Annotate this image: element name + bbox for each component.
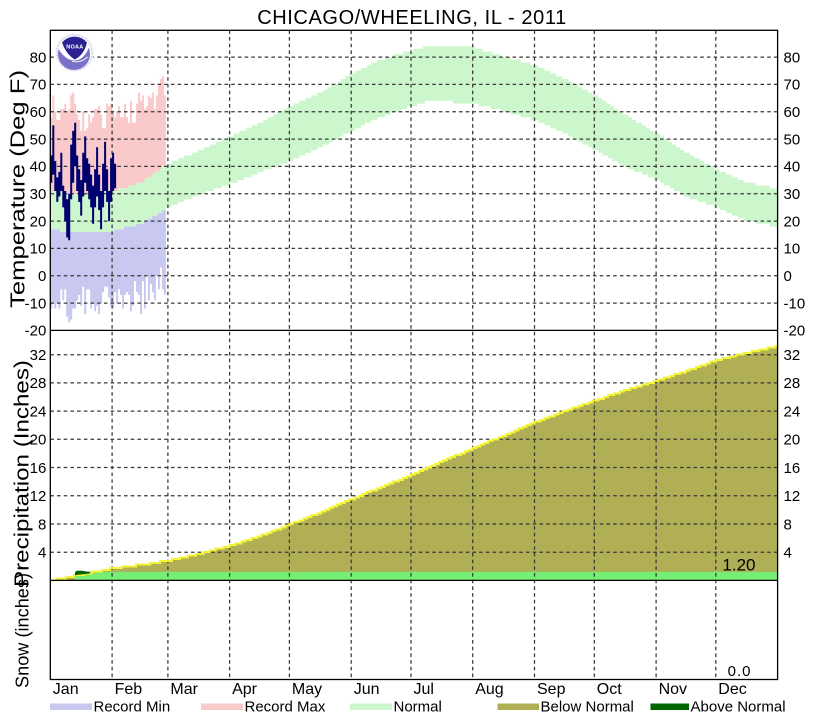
svg-text:Feb: Feb: [115, 681, 143, 698]
svg-text:Jun: Jun: [354, 681, 380, 698]
svg-text:20: 20: [784, 213, 801, 230]
svg-text:-20: -20: [784, 323, 806, 340]
svg-text:70: 70: [30, 77, 47, 94]
svg-text:10: 10: [784, 241, 801, 258]
svg-text:12: 12: [30, 488, 47, 505]
svg-text:Precipitation (Inches): Precipitation (Inches): [12, 360, 34, 587]
svg-text:80: 80: [784, 49, 801, 66]
svg-text:Above Normal: Above Normal: [691, 699, 786, 716]
svg-text:20: 20: [30, 432, 47, 449]
svg-text:30: 30: [30, 186, 47, 203]
svg-text:50: 50: [30, 131, 47, 148]
svg-text:0: 0: [38, 268, 46, 285]
svg-text:4: 4: [38, 545, 46, 562]
svg-text:Oct: Oct: [597, 681, 622, 698]
svg-text:28: 28: [30, 375, 47, 392]
svg-text:30: 30: [784, 186, 801, 203]
svg-text:28: 28: [784, 375, 801, 392]
svg-text:Jul: Jul: [414, 681, 434, 698]
svg-text:Snow (inches): Snow (inches): [13, 573, 33, 688]
svg-text:8: 8: [38, 516, 46, 533]
svg-text:60: 60: [784, 104, 801, 121]
svg-text:20: 20: [784, 432, 801, 449]
svg-text:Temperature (Deg F): Temperature (Deg F): [8, 70, 30, 308]
svg-text:-10: -10: [784, 295, 806, 312]
svg-text:Apr: Apr: [232, 681, 258, 698]
svg-text:CHICAGO/WHEELING, IL - 2011: CHICAGO/WHEELING, IL - 2011: [257, 7, 567, 29]
svg-text:Nov: Nov: [659, 681, 687, 698]
svg-text:Aug: Aug: [475, 681, 503, 698]
svg-text:8: 8: [784, 516, 792, 533]
svg-text:0: 0: [784, 268, 792, 285]
svg-text:60: 60: [30, 104, 47, 121]
svg-text:Record Max: Record Max: [245, 699, 326, 716]
svg-text:1.20: 1.20: [722, 555, 755, 574]
svg-text:-20: -20: [25, 323, 47, 340]
svg-text:40: 40: [30, 159, 47, 176]
svg-text:10: 10: [30, 241, 47, 258]
svg-text:80: 80: [30, 49, 47, 66]
svg-text:Normal: Normal: [394, 699, 442, 716]
svg-text:24: 24: [30, 403, 47, 420]
svg-text:Sep: Sep: [537, 681, 566, 698]
svg-text:Jan: Jan: [53, 681, 79, 698]
svg-text:NOAA: NOAA: [66, 44, 83, 50]
svg-text:16: 16: [784, 460, 801, 477]
svg-text:40: 40: [784, 159, 801, 176]
svg-text:24: 24: [784, 403, 801, 420]
svg-text:4: 4: [784, 545, 792, 562]
svg-text:16: 16: [30, 460, 47, 477]
svg-text:Dec: Dec: [718, 681, 746, 698]
svg-text:70: 70: [784, 77, 801, 94]
svg-text:12: 12: [784, 488, 801, 505]
svg-text:32: 32: [784, 347, 801, 364]
svg-text:-10: -10: [25, 295, 47, 312]
svg-text:May: May: [292, 681, 322, 698]
svg-text:32: 32: [30, 347, 47, 364]
svg-text:Record Min: Record Min: [94, 699, 171, 716]
svg-text:0.0: 0.0: [728, 663, 752, 680]
svg-text:Mar: Mar: [170, 681, 198, 698]
svg-text:20: 20: [30, 213, 47, 230]
svg-text:Below Normal: Below Normal: [541, 699, 634, 716]
svg-text:50: 50: [784, 131, 801, 148]
